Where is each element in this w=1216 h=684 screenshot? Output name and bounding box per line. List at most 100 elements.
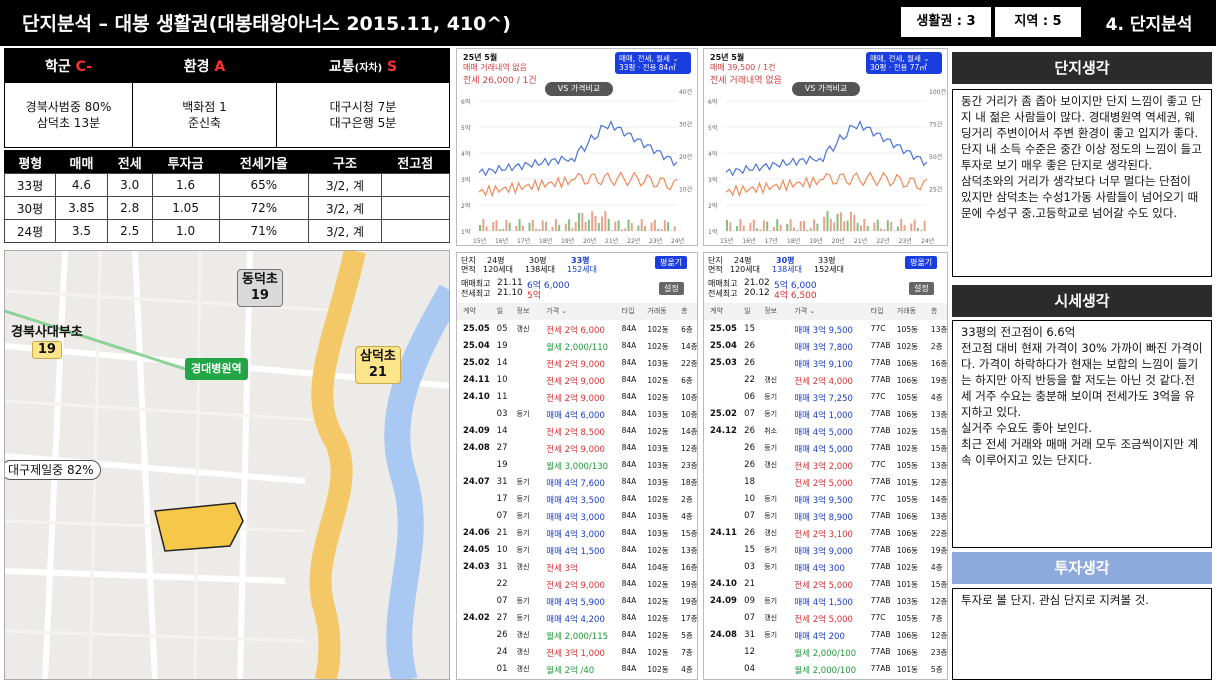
tx-day: 26	[744, 341, 755, 351]
volume-bar	[759, 229, 762, 231]
volume-bar	[742, 225, 745, 231]
setting-button[interactable]: 설정	[909, 282, 934, 295]
tx-row[interactable]: 07 등기 매매 4억 3,000 84A 103동 4층	[457, 508, 697, 525]
tx-day: 07	[744, 511, 755, 521]
price-col-header: 매매	[55, 150, 108, 174]
tx-row[interactable]: 26 등기 매매 4억 5,000 77AB 102동 15층	[704, 440, 947, 457]
price-col-header: 전세가율	[219, 150, 309, 174]
x-tick-label: 19년	[561, 237, 574, 245]
tx-row[interactable]: 24.03 31 갱신 전세 3억 84A 104동 16층	[457, 559, 697, 576]
tx-row[interactable]: 24.10 21 전세 2억 5,000 77AB 101동 15층	[704, 576, 947, 593]
tx-row[interactable]: 24.11 26 갱신 전세 2억 3,100 77AB 106동 22층	[704, 525, 947, 542]
tx-row[interactable]: 04 월세 2,000/100 77AB 101동 5층	[704, 661, 947, 678]
tx-row[interactable]: 24.08 31 등기 매매 4억 200 77AB 106동 12층	[704, 627, 947, 644]
tx-row[interactable]: 25.05 05 갱신 전세 2억 6,000 84A 102동 6층	[457, 321, 697, 338]
tx-row[interactable]: 06 등기 매매 3억 7,250 77C 105동 4층	[704, 389, 947, 406]
volume-bar	[604, 211, 607, 231]
tx-price: 매매 4억 300	[794, 564, 845, 574]
tx-type: 77AB	[870, 579, 891, 588]
tx-row[interactable]: 25.02 14 전세 2억 9,000 84A 103동 22층	[457, 355, 697, 372]
tx-row[interactable]: 25.02 07 등기 매매 4억 1,000 77AB 106동 13층	[704, 406, 947, 423]
tx-info: 등기	[764, 631, 778, 639]
tx-row[interactable]: 24.09 14 전세 2억 8,500 84A 102동 14층	[457, 423, 697, 440]
tx-row[interactable]: 01 갱신 월세 2억 /40 84A 102동 4층	[457, 661, 697, 678]
volume-bar	[813, 219, 816, 231]
tx-row[interactable]: 24.12 26 취소 매매 4억 5,000 77AB 102동 15층	[704, 423, 947, 440]
tx-row[interactable]: 24.11 10 전세 2억 9,000 84A 102동 6층	[457, 372, 697, 389]
tx-row[interactable]: 25.04 19 월세 2,000/110 84A 102동 14층	[457, 338, 697, 355]
volume-bar	[896, 226, 899, 231]
tx-row[interactable]: 22 전세 2억 9,000 84A 102동 19층	[457, 576, 697, 593]
map-label-samdeok[interactable]: 삼덕초 21	[355, 346, 401, 384]
location-map[interactable]: 동덕초 19 경북사대부초 19 삼덕초 21 경대병원역 대구제일중 82%	[4, 250, 450, 680]
transaction-list-33[interactable]: 단지 면적 24평 120세대 30평 138세대 33평 152세대 평옮기 매매최고 21.1…	[456, 252, 698, 680]
tx-tab[interactable]: 30평	[529, 256, 547, 265]
tx-row[interactable]: 26 갱신 전세 3억 2,000 77C 105동 13층	[704, 457, 947, 474]
setting-button[interactable]: 설정	[659, 282, 684, 295]
tx-tab[interactable]: 30평	[776, 256, 795, 265]
tx-row[interactable]: 24.06 21 등기 매매 4억 3,000 84A 103동 15층	[457, 525, 697, 542]
tx-building: 106동	[896, 546, 918, 555]
tx-row[interactable]: 25.03 26 매매 3억 9,100 77AB 106동 16층	[704, 355, 947, 372]
tx-tab[interactable]: 33평	[571, 256, 590, 265]
tx-info: 등기	[516, 614, 530, 622]
max-sale-value: 6억 6,000	[527, 281, 570, 291]
tx-row[interactable]: 24.10 11 전세 2억 9,000 84A 102동 10층	[457, 389, 697, 406]
transaction-list-30[interactable]: 단지 면적 24평 120세대 30평 138세대 33평 152세대 평옮기 매매최고 21.0…	[703, 252, 948, 680]
pyeong-button[interactable]: 평옮기	[905, 256, 938, 269]
tx-row[interactable]: 25.04 26 매매 3억 7,800 77AB 102동 2층	[704, 338, 947, 355]
tx-row[interactable]: 25.05 15 매매 3억 9,500 77C 105동 13층	[704, 321, 947, 338]
compare-button[interactable]: VS 가격비교	[545, 82, 613, 96]
tx-row[interactable]: 03 등기 매매 4억 300 77AB 102동 4층	[704, 559, 947, 576]
volume-bar	[528, 222, 531, 231]
map-label-dongdeok[interactable]: 동덕초 19	[237, 269, 283, 307]
volume-bar	[803, 220, 806, 231]
map-label-gyeongbuk[interactable]: 경북사대부초 19	[11, 325, 83, 359]
map-school-pill[interactable]: 대구제일중 82%	[5, 460, 101, 480]
tx-row[interactable]: 24.05 10 등기 매매 4억 1,500 84A 102동 13층	[457, 542, 697, 559]
compare-button[interactable]: VS 가격비교	[792, 82, 860, 96]
volume-bar	[657, 228, 660, 231]
tx-row[interactable]: 26 갱신 월세 2,000/115 84A 102동 5층	[457, 627, 697, 644]
tx-tab[interactable]: 24평	[487, 256, 505, 265]
tx-building: 105동	[896, 614, 918, 623]
volume-bar	[866, 225, 869, 231]
tx-row[interactable]: 10 등기 매매 3억 9,500 77C 105동 14층	[704, 491, 947, 508]
tx-row[interactable]: 24.08 27 전세 2억 9,000 84A 103동 12층	[457, 440, 697, 457]
tx-row[interactable]: 24.02 27 등기 매매 4억 4,200 84A 102동 17층	[457, 610, 697, 627]
tx-day: 03	[496, 409, 508, 419]
tx-row[interactable]: 19 월세 3,000/130 84A 103동 23층	[457, 457, 697, 474]
tx-price: 전세 2억 8,500	[546, 428, 605, 438]
y2-tick-label: 100건	[929, 88, 946, 96]
tx-floor: 7층	[930, 614, 943, 623]
tx-row[interactable]: 22 갱신 전세 2억 4,000 77AB 106동 19층	[704, 372, 947, 389]
tx-row[interactable]: 17 등기 매매 4억 3,500 84A 102동 2층	[457, 491, 697, 508]
pyeong-button[interactable]: 평옮기	[655, 256, 688, 269]
tx-floor: 13층	[930, 461, 948, 470]
tx-day: 17	[496, 494, 508, 504]
x-tick-label: 24년	[671, 237, 684, 245]
tx-row[interactable]: 15 등기 매매 3억 9,000 77AB 106동 19층	[704, 542, 947, 559]
tx-row[interactable]: 07 등기 매매 4억 5,900 84A 102동 19층	[457, 593, 697, 610]
tx-row[interactable]: 12 월세 2,000/100 77AB 106동 23층	[704, 644, 947, 661]
tx-price: 매매 3억 9,000	[794, 547, 853, 557]
tx-floor: 10층	[681, 410, 698, 419]
x-tick-label: 18년	[787, 237, 800, 245]
tx-floor: 12층	[930, 478, 948, 487]
chart-type-select[interactable]: 매매, 전세, 월세 ⌄ 30평 · 전용 77㎡	[866, 52, 942, 74]
tx-price: 전세 2억 9,000	[546, 394, 605, 404]
tx-row[interactable]: 18 전세 2억 5,000 77AB 101동 12층	[704, 474, 947, 491]
tx-day: 09	[744, 596, 755, 606]
tx-row[interactable]: 24.09 09 등기 매매 4억 1,500 77AB 103동 12층	[704, 593, 947, 610]
tx-tab[interactable]: 33평	[818, 256, 836, 265]
volume-bar	[653, 219, 656, 231]
chart-type-select[interactable]: 매매, 전세, 월세 ⌄ 33평 · 전용 84㎡	[615, 52, 691, 74]
tx-row[interactable]: 07 등기 매매 3억 8,900 77AB 106동 13층	[704, 508, 947, 525]
tx-tab[interactable]: 24평	[734, 256, 752, 265]
tx-floor: 18층	[681, 478, 698, 487]
map-station-label[interactable]: 경대병원역	[185, 358, 248, 380]
tx-row[interactable]: 24.07 31 등기 매매 4억 7,600 84A 103동 18층	[457, 474, 697, 491]
tx-row[interactable]: 07 갱신 전세 2억 5,000 77C 105동 7층	[704, 610, 947, 627]
tx-row[interactable]: 24 갱신 전세 3억 1,000 84A 102동 7층	[457, 644, 697, 661]
tx-row[interactable]: 03 등기 매매 4억 6,000 84A 103동 10층	[457, 406, 697, 423]
